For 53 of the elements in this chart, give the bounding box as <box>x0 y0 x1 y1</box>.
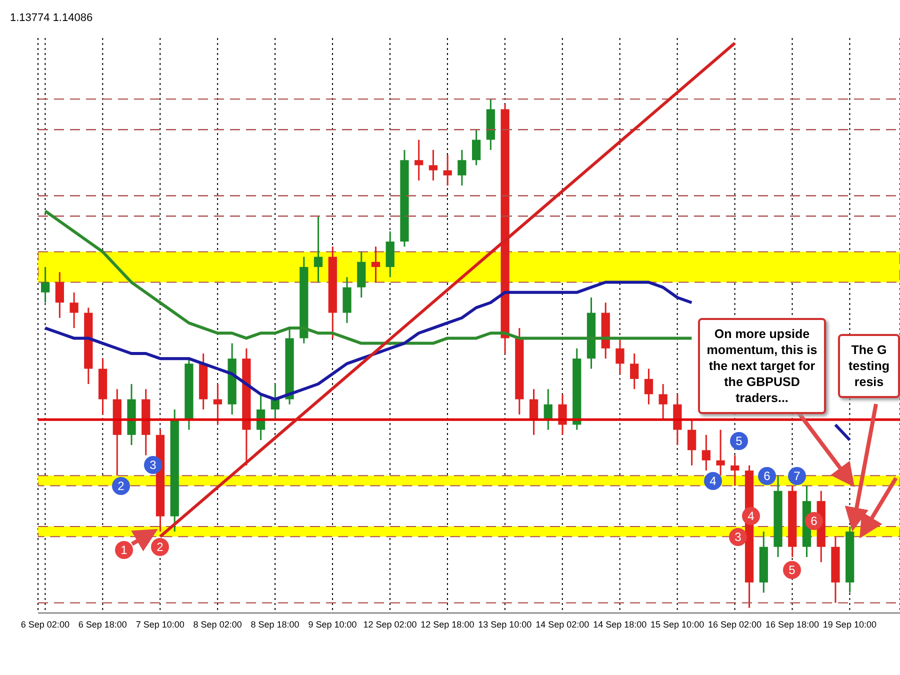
candlestick <box>716 429 725 476</box>
candlestick <box>55 271 64 319</box>
candlestick <box>472 128 481 166</box>
annotation: 6 <box>805 512 823 530</box>
text: 1.13774 1.14086 <box>10 12 93 24</box>
x-tick-label: 13 Sep 10:00 <box>478 619 532 630</box>
annotation: 6 <box>758 467 776 485</box>
annotation: 2 <box>151 538 169 556</box>
annotation: 4 <box>742 507 760 525</box>
x-tick-label: 16 Sep 18:00 <box>765 619 820 630</box>
candlestick <box>658 383 668 420</box>
x-tick-label: 15 Sep 10:00 <box>650 619 704 630</box>
annotation: 5 <box>730 432 748 450</box>
annotation: 7 <box>788 467 806 485</box>
x-tick-label: 9 Sep 10:00 <box>308 619 357 630</box>
annotation: 1 <box>115 541 133 559</box>
x-tick-label: 8 Sep 18:00 <box>250 619 300 630</box>
candlestick <box>41 266 50 304</box>
annotation: 3 <box>144 456 162 474</box>
candlestick <box>458 149 466 186</box>
candlestick <box>630 352 639 390</box>
candlestick <box>70 292 78 329</box>
annotation: On more upside momentum, this is the next target for the GBPUSD traders... <box>698 318 826 414</box>
x-tick-label: 14 Sep 02:00 <box>536 619 590 630</box>
annotation: 4 <box>704 472 722 490</box>
x-tick-label: 14 Sep 18:00 <box>593 619 647 630</box>
x-tick-label: 12 Sep 18:00 <box>420 619 474 630</box>
candlestick <box>730 454 740 487</box>
candlestick <box>529 388 538 436</box>
x-tick-label: 16 Sep 02:00 <box>708 619 762 630</box>
candlestick <box>443 154 452 186</box>
candlestick <box>314 215 323 283</box>
annotation: The G testing resis <box>838 334 900 398</box>
candlestick <box>702 434 710 472</box>
candlestick <box>558 393 567 436</box>
candlestick <box>371 246 380 283</box>
annotation: 3 <box>729 528 747 546</box>
x-tick-label: 6 Sep 02:00 <box>20 619 70 630</box>
candlestick <box>644 368 654 406</box>
x-tick-label: 6 Sep 18:00 <box>78 619 127 630</box>
annotation: 5 <box>783 561 801 579</box>
candlestick <box>688 418 696 466</box>
candlestick <box>270 383 280 420</box>
x-tick-label: 7 Sep 10:00 <box>136 619 184 630</box>
annotation: 2 <box>112 477 130 495</box>
candlestick <box>616 337 624 375</box>
x-tick-label: 19 Sep 10:00 <box>822 619 876 630</box>
candlestick <box>544 388 552 431</box>
candlestick <box>213 383 222 426</box>
x-tick-label: 12 Sep 02:00 <box>363 619 417 630</box>
candlestick <box>428 149 438 182</box>
x-tick-label: 8 Sep 02:00 <box>193 619 242 630</box>
candlestick <box>414 139 424 182</box>
